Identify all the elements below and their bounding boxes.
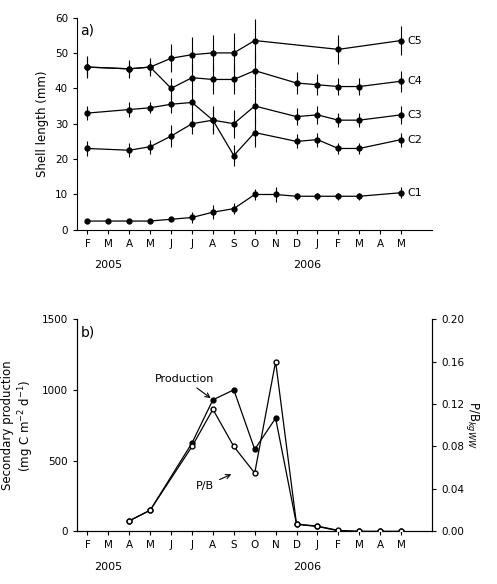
Text: Production: Production: [155, 374, 214, 397]
Text: C2: C2: [408, 135, 422, 145]
Text: C5: C5: [408, 36, 422, 46]
Text: 2005: 2005: [94, 562, 122, 572]
Text: 2006: 2006: [293, 260, 321, 270]
Text: C1: C1: [408, 187, 422, 198]
Text: b): b): [81, 325, 95, 339]
Text: 2006: 2006: [293, 562, 321, 572]
Text: 2005: 2005: [94, 260, 122, 270]
Text: C3: C3: [408, 110, 422, 120]
Y-axis label: P/B$_{kgWW}$: P/B$_{kgWW}$: [464, 401, 481, 449]
Text: C4: C4: [408, 77, 422, 86]
Text: P/B: P/B: [196, 475, 230, 491]
Y-axis label: Shell length (mm): Shell length (mm): [36, 71, 49, 177]
Y-axis label: Secondary production
(mg C m$^{-2}$ d$^{-1}$): Secondary production (mg C m$^{-2}$ d$^{…: [1, 360, 36, 490]
Text: a): a): [81, 24, 94, 38]
